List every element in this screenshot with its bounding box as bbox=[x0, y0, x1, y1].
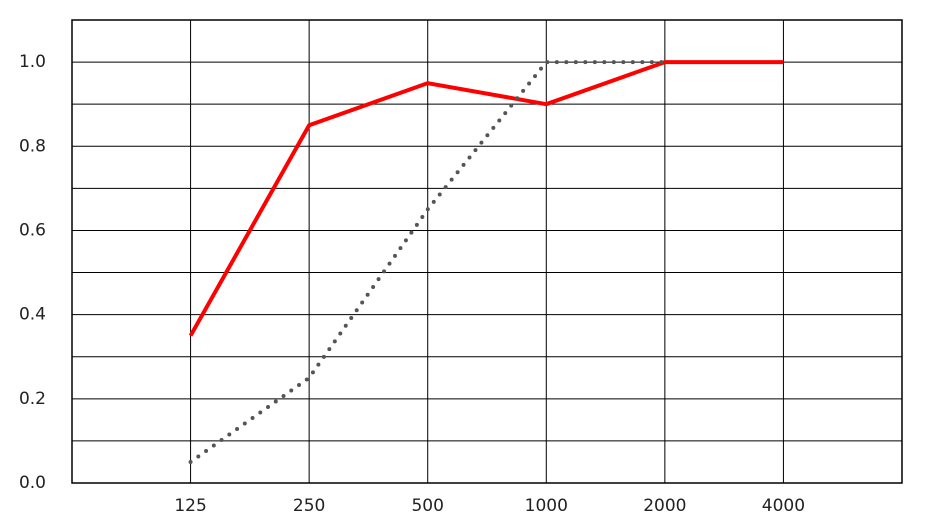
x-tick-label: 125 bbox=[174, 496, 206, 516]
plot-frame bbox=[71, 19, 903, 484]
y-tick-label: 0.6 bbox=[19, 220, 46, 240]
y-tick-label: 0.4 bbox=[19, 305, 46, 325]
x-tick-label: 250 bbox=[293, 496, 325, 516]
series-line bbox=[188, 60, 667, 464]
y-tick-label: 0.8 bbox=[19, 136, 46, 156]
x-tick-label: 1000 bbox=[525, 496, 568, 516]
series-line bbox=[188, 60, 784, 337]
y-tick-label: 0.2 bbox=[19, 389, 46, 409]
x-tick-label: 2000 bbox=[643, 496, 686, 516]
y-tick-label: 1.0 bbox=[19, 52, 46, 72]
x-tick-label: 500 bbox=[411, 496, 443, 516]
x-tick-label: 4000 bbox=[762, 496, 805, 516]
y-tick-label: 0.0 bbox=[19, 473, 46, 493]
